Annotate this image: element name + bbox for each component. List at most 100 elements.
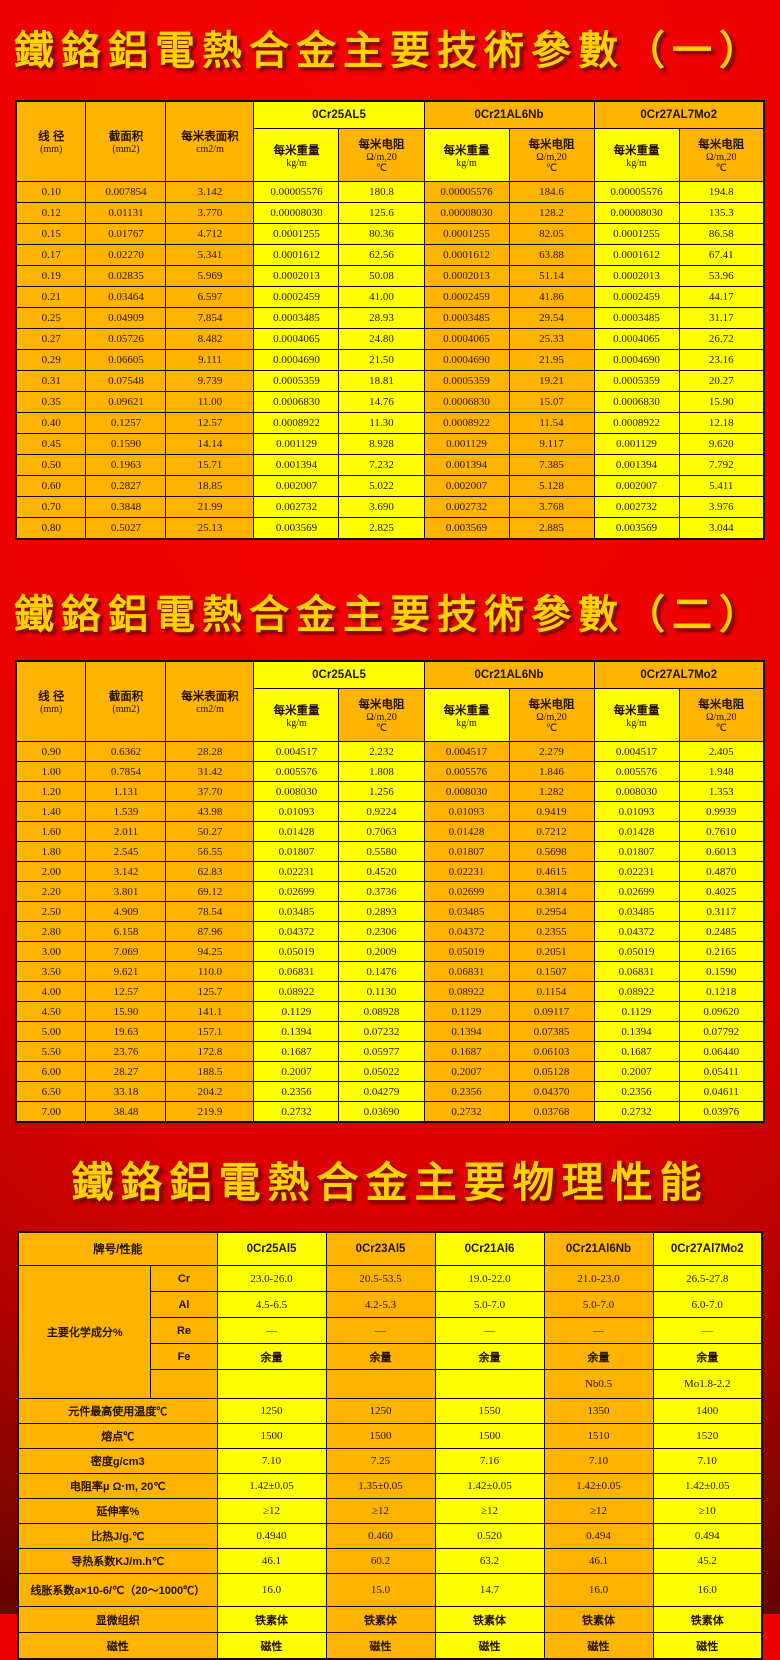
table-cell: 0.0002013 [253,265,340,287]
table-cell [325,1369,436,1399]
table-row: 0.50 0.1963 15.71 0.001394 7.232 0.001394 7.38… [15,454,765,476]
table-cell: 0.2732 [423,1101,510,1123]
table-cell: 0.1129 [593,1001,680,1022]
table-cell: 5.0-7.0 [434,1291,545,1318]
table-cell: 0.0002459 [593,286,680,308]
table-cell: 0.2355 [508,921,595,942]
table-cell: 1.42±0.05 [543,1473,654,1499]
table-cell: 0.08922 [423,981,510,1002]
table-cell: 7.10 [216,1448,327,1474]
table-cell: 0.06103 [508,1041,595,1062]
table-cell: 0.001129 [593,433,680,455]
property-label: 显微组织 [17,1606,218,1633]
table-cell: 0.520 [434,1523,545,1549]
header-unit: Ω/m,20 [366,712,397,723]
table-cell: 0.1394 [593,1021,680,1042]
property-label: 导热系数KJ/m.h℃ [17,1548,218,1574]
table-cell: 0.05411 [678,1061,765,1082]
table-cell: 0.0004065 [593,328,680,350]
header-unit: Ω/m,20 [536,712,567,723]
table-cell: — [543,1317,654,1344]
table-cell: 0.0002013 [593,265,680,287]
property-label: 熔点℃ [17,1423,218,1449]
table-cell: 1.60 [15,821,87,842]
table-cell: 56.55 [165,841,255,862]
table-cell: 0.1154 [508,981,595,1002]
table-cell: 51.14 [508,265,595,287]
table-cell: 0.02699 [423,881,510,902]
table-cell: 0.1394 [423,1021,510,1042]
table-cell: 0.00005576 [253,181,340,203]
table-cell: 0.19 [15,265,87,287]
header-label: 线 径 [38,691,65,703]
table-cell: 69.12 [165,881,255,902]
table-cell: 19.21 [508,370,595,392]
table-cell: 1.131 [85,781,167,802]
table-cell: 0.01767 [85,223,167,245]
table-cell: 0.2007 [253,1061,340,1082]
table-cell: 磁性 [434,1632,545,1660]
table-cell: 0.2306 [338,921,425,942]
table-cell: 0.0004065 [423,328,510,350]
table-cell: 46.1 [543,1548,654,1574]
table-cell: 2.825 [338,517,425,540]
table-cell: 铁素体 [434,1606,545,1633]
table-row: 主要化学成分% Cr 23.0-26.0 20.5-53.5 19.0-22.0 21.0… [17,1265,763,1399]
chem-section-label: 主要化学成分% [17,1265,152,1399]
table-cell: 0.2893 [338,901,425,922]
table-cell: 0.1687 [593,1041,680,1062]
table-cell: 7.10 [652,1448,763,1474]
col-header-alloy-0Cr27AL7Mo2: 0Cr27AL7Mo2 [593,660,765,689]
table-cell: 0.70 [15,496,87,518]
header-unit: cm2/m [196,704,224,715]
table-cell: 12.18 [678,412,765,434]
table-cell: 0.07548 [85,370,167,392]
header-label: 截面积 [108,131,144,143]
table-cell: 1400 [652,1398,763,1424]
table-cell: 21.0-23.0 [543,1265,654,1292]
table-row: 0.21 0.03464 6.597 0.0002459 41.00 0.0002459 4… [15,286,765,308]
table-cell: ≥12 [325,1498,436,1524]
table-cell: 110.0 [165,961,255,982]
table-cell: 0.2051 [508,941,595,962]
table-cell: 43.98 [165,801,255,822]
table-cell: 1250 [216,1398,327,1424]
table-row: 0.10 0.007854 3.142 0.00005576 180.8 0.000055… [15,181,765,203]
table-cell: 0.15 [15,223,87,245]
table-cell: 0.04279 [338,1081,425,1102]
table-cell: 94.25 [165,941,255,962]
table-cell: 194.8 [678,181,765,203]
table-cell: 0.008030 [253,781,340,802]
table-cell: 0.1507 [508,961,595,982]
table-cell: 1.20 [15,781,87,802]
header-label: 每米电阻 [698,699,745,711]
table-cell: 86.58 [678,223,765,245]
table-cell: 0.10 [15,181,87,203]
table-cell: 0.90 [15,741,87,762]
table-cell: 0.1476 [338,961,425,982]
col-header-surface-area: 每米表面积 cm2/m [165,100,255,182]
header-unit: kg/m [286,157,307,169]
table-cell: 0.0001612 [253,244,340,266]
table-cell: 0.03768 [508,1101,595,1123]
table-cell: 0.06831 [423,961,510,982]
property-label: 比热J/g.℃ [17,1523,218,1549]
header-unit: ℃ [715,723,727,734]
table-cell: 2.885 [508,517,595,540]
table-cell: 4.50 [15,1001,87,1022]
table-cell: 1500 [216,1423,327,1449]
table-cell: 0.003569 [423,517,510,540]
table-cell: 余量 [216,1343,327,1370]
header-label: 每米重量 [273,704,320,717]
table-cell: 0.03485 [253,901,340,922]
table-cell: 0.06605 [85,349,167,371]
table-cell: 0.008030 [423,781,510,802]
table-cell: 0.0004065 [253,328,340,350]
table-cell: 25.33 [508,328,595,350]
table-cell: 1.00 [15,761,87,782]
table-cell: 78.54 [165,901,255,922]
header-label: 截面积 [108,691,144,703]
table-cell: 6.00 [15,1061,87,1082]
table-cell: 0.7610 [678,821,765,842]
table-cell: 3.50 [15,961,87,982]
